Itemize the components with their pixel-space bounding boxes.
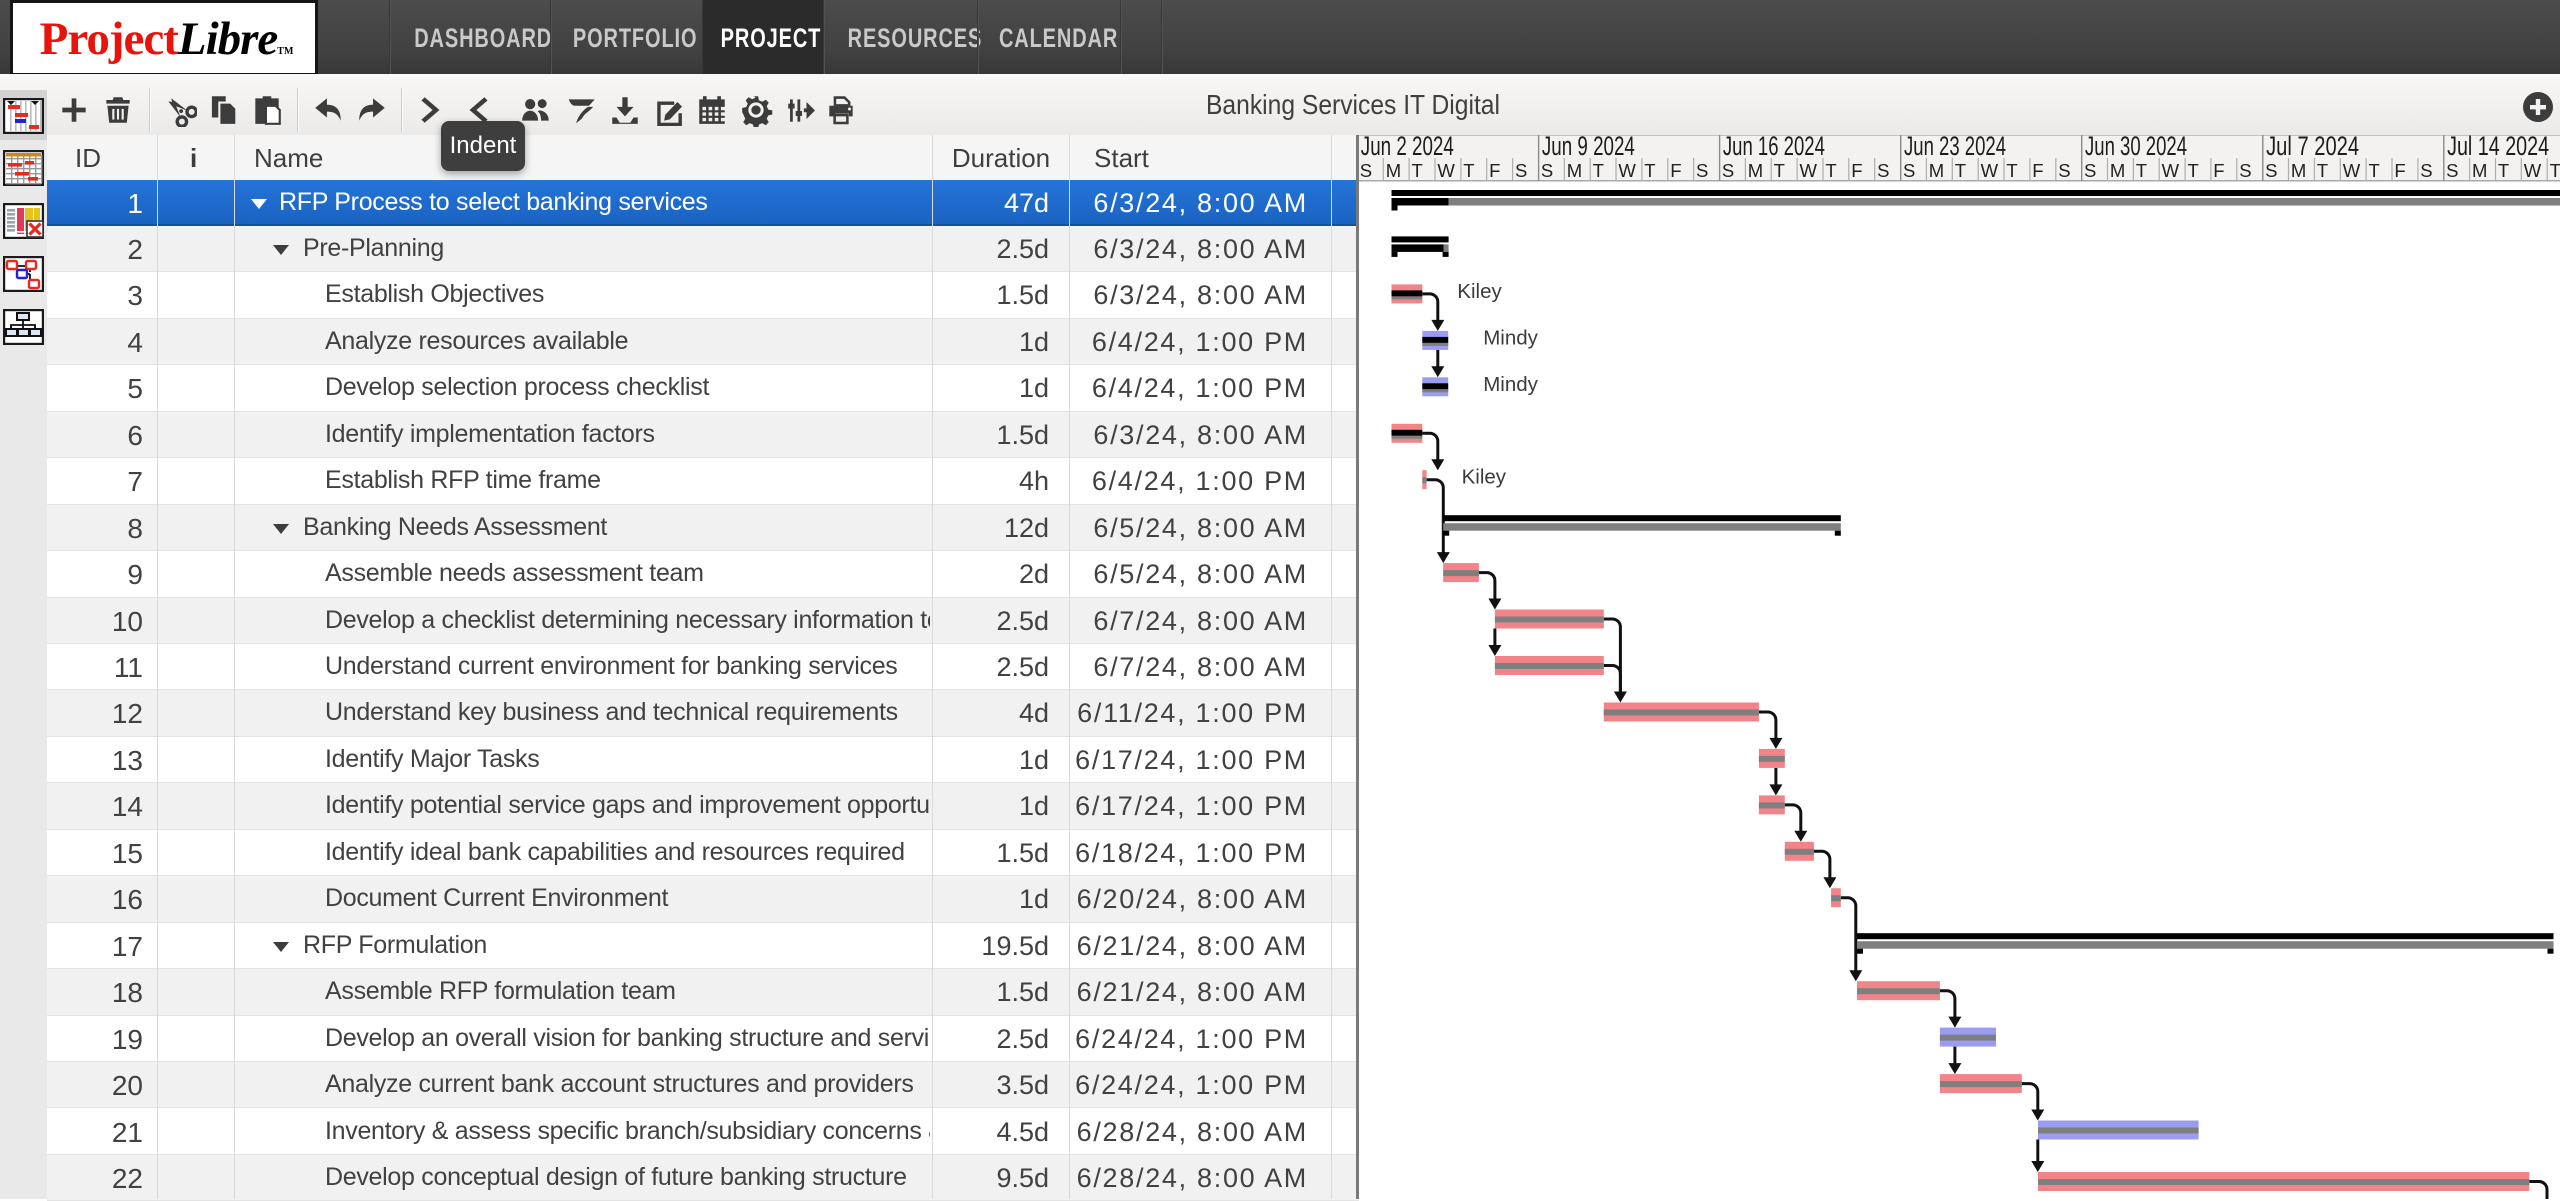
svg-text:T: T <box>2369 160 2380 181</box>
svg-text:F: F <box>1670 160 1681 181</box>
svg-text:W: W <box>1800 160 1818 181</box>
svg-text:Mindy: Mindy <box>1483 373 1538 396</box>
svg-text:S: S <box>1696 160 1708 181</box>
svg-text:W: W <box>1437 160 1455 181</box>
svg-text:M: M <box>1748 160 1763 181</box>
svg-text:F: F <box>1489 160 1500 181</box>
svg-text:T: T <box>2498 160 2509 181</box>
svg-text:W: W <box>2162 160 2180 181</box>
svg-text:T: T <box>2317 160 2328 181</box>
svg-text:S: S <box>2058 160 2070 181</box>
svg-text:S: S <box>1515 160 1527 181</box>
svg-text:W: W <box>1981 160 1999 181</box>
svg-text:W: W <box>1618 160 1636 181</box>
svg-text:T: T <box>1644 160 1655 181</box>
svg-text:Jun 2 2024: Jun 2 2024 <box>1361 135 1454 161</box>
svg-text:M: M <box>2291 160 2306 181</box>
svg-text:T: T <box>2006 160 2017 181</box>
svg-text:Kiley: Kiley <box>1457 280 1502 303</box>
svg-text:S: S <box>1360 160 1372 181</box>
svg-text:T: T <box>1825 160 1836 181</box>
svg-text:S: S <box>1541 160 1553 181</box>
svg-text:S: S <box>2084 160 2096 181</box>
svg-text:Jun 16 2024: Jun 16 2024 <box>1723 135 1825 161</box>
svg-text:F: F <box>2213 160 2224 181</box>
svg-text:T: T <box>1412 160 1423 181</box>
svg-text:Jun 9 2024: Jun 9 2024 <box>1542 135 1635 161</box>
svg-text:Mindy: Mindy <box>1483 326 1538 349</box>
svg-text:Jul 14 2024: Jul 14 2024 <box>2447 135 2549 161</box>
svg-text:F: F <box>2394 160 2405 181</box>
svg-text:T: T <box>2136 160 2147 181</box>
svg-text:Jun 23 2024: Jun 23 2024 <box>1904 135 2006 161</box>
svg-text:M: M <box>2472 160 2487 181</box>
svg-text:W: W <box>2524 160 2542 181</box>
svg-text:W: W <box>2343 160 2361 181</box>
svg-text:M: M <box>1567 160 1582 181</box>
svg-text:Kiley: Kiley <box>1462 466 1507 489</box>
svg-text:S: S <box>1877 160 1889 181</box>
svg-text:S: S <box>1903 160 1915 181</box>
svg-text:T: T <box>1463 160 1474 181</box>
svg-text:M: M <box>1929 160 1944 181</box>
svg-text:T: T <box>1593 160 1604 181</box>
svg-text:F: F <box>2032 160 2043 181</box>
svg-text:Jun 30 2024: Jun 30 2024 <box>2085 135 2187 161</box>
svg-text:S: S <box>2265 160 2277 181</box>
svg-text:S: S <box>2420 160 2432 181</box>
svg-text:M: M <box>1386 160 1401 181</box>
svg-text:Jul 7 2024: Jul 7 2024 <box>2266 135 2359 161</box>
svg-text:T: T <box>1955 160 1966 181</box>
svg-text:T: T <box>2550 160 2560 181</box>
svg-text:S: S <box>2446 160 2458 181</box>
svg-text:M: M <box>2110 160 2125 181</box>
svg-text:S: S <box>2239 160 2251 181</box>
svg-text:T: T <box>2188 160 2199 181</box>
svg-text:S: S <box>1722 160 1734 181</box>
svg-text:F: F <box>1851 160 1862 181</box>
svg-text:T: T <box>1774 160 1785 181</box>
